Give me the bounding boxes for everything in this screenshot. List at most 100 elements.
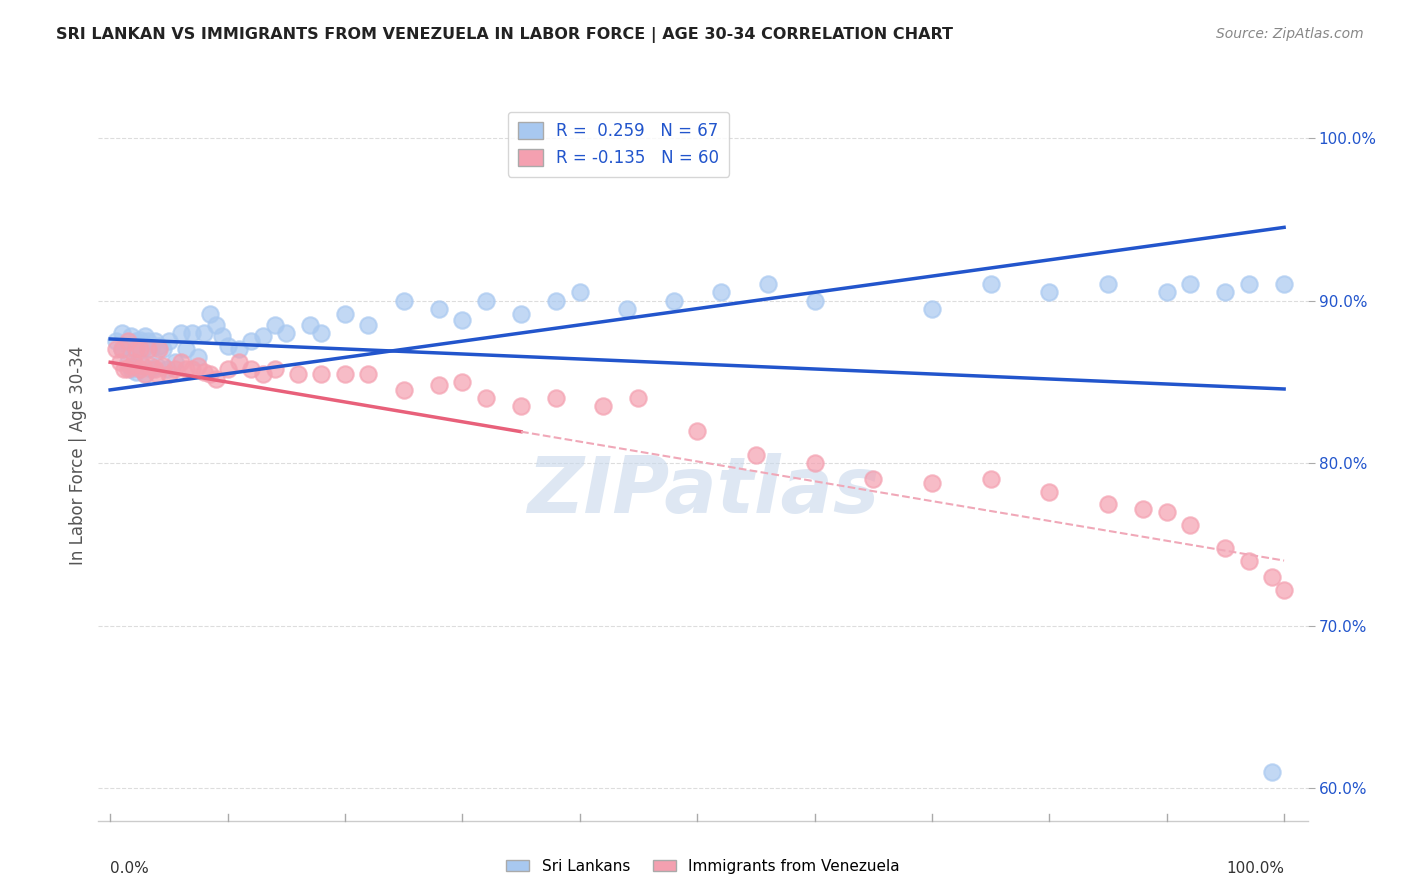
Point <box>117 361 139 376</box>
Point <box>510 399 533 413</box>
Point <box>980 277 1002 292</box>
Point <box>546 293 568 308</box>
Point <box>108 355 131 369</box>
Point <box>311 367 333 381</box>
Text: 100.0%: 100.0% <box>1226 862 1284 876</box>
Point <box>240 361 263 376</box>
Point <box>686 424 709 438</box>
Point <box>141 361 163 376</box>
Point <box>169 326 191 340</box>
Point <box>128 343 150 357</box>
Point <box>125 343 148 357</box>
Text: Source: ZipAtlas.com: Source: ZipAtlas.com <box>1216 27 1364 41</box>
Point <box>862 472 884 486</box>
Point <box>198 306 221 320</box>
Point <box>176 361 198 376</box>
Point <box>122 355 145 369</box>
Point <box>627 391 650 405</box>
Point <box>252 329 274 343</box>
Point <box>357 367 380 381</box>
Point <box>252 367 274 381</box>
Point <box>125 334 148 348</box>
Point <box>427 378 450 392</box>
Point <box>117 334 139 348</box>
Point <box>1261 570 1284 584</box>
Point <box>141 359 163 373</box>
Point <box>146 367 169 381</box>
Point <box>111 343 134 357</box>
Point <box>120 361 142 376</box>
Point <box>803 456 825 470</box>
Point <box>112 361 135 376</box>
Point <box>105 343 128 357</box>
Point <box>217 339 239 353</box>
Point <box>122 343 145 357</box>
Point <box>111 343 134 357</box>
Point <box>568 285 591 300</box>
Point <box>155 361 177 376</box>
Point <box>132 343 155 357</box>
Point <box>263 318 285 332</box>
Point <box>298 318 321 332</box>
Point <box>134 367 156 381</box>
Point <box>451 313 474 327</box>
Point <box>132 359 155 373</box>
Point <box>1132 501 1154 516</box>
Point <box>204 318 226 332</box>
Point <box>181 326 204 340</box>
Point <box>128 355 150 369</box>
Point <box>1156 505 1178 519</box>
Point <box>117 339 139 353</box>
Point <box>134 329 156 343</box>
Point <box>803 293 825 308</box>
Point <box>193 365 215 379</box>
Point <box>1215 541 1237 555</box>
Point <box>710 285 733 300</box>
Point <box>756 277 779 292</box>
Point <box>1156 285 1178 300</box>
Point <box>157 334 180 348</box>
Point <box>311 326 333 340</box>
Point <box>120 359 142 373</box>
Point <box>148 343 170 357</box>
Y-axis label: In Labor Force | Age 30-34: In Labor Force | Age 30-34 <box>69 345 87 565</box>
Point <box>146 359 169 373</box>
Point <box>333 367 356 381</box>
Point <box>157 367 180 381</box>
Point <box>1237 277 1260 292</box>
Point <box>117 355 139 369</box>
Point <box>228 343 250 357</box>
Point <box>1261 764 1284 779</box>
Point <box>204 371 226 385</box>
Point <box>228 355 250 369</box>
Legend: Sri Lankans, Immigrants from Venezuela: Sri Lankans, Immigrants from Venezuela <box>501 853 905 880</box>
Point <box>263 361 285 376</box>
Point <box>163 355 186 369</box>
Point <box>143 361 166 376</box>
Point <box>181 361 204 376</box>
Text: SRI LANKAN VS IMMIGRANTS FROM VENEZUELA IN LABOR FORCE | AGE 30-34 CORRELATION C: SRI LANKAN VS IMMIGRANTS FROM VENEZUELA … <box>56 27 953 43</box>
Point <box>136 334 159 348</box>
Legend: R =  0.259   N = 67, R = -0.135   N = 60: R = 0.259 N = 67, R = -0.135 N = 60 <box>508 112 730 177</box>
Point <box>169 355 191 369</box>
Point <box>1215 285 1237 300</box>
Point <box>1097 277 1119 292</box>
Text: ZIPatlas: ZIPatlas <box>527 453 879 530</box>
Text: 0.0%: 0.0% <box>110 862 149 876</box>
Point <box>193 326 215 340</box>
Point <box>1237 553 1260 567</box>
Point <box>240 334 263 348</box>
Point <box>921 301 943 316</box>
Point <box>1038 485 1060 500</box>
Point <box>143 334 166 348</box>
Point <box>745 448 768 462</box>
Point <box>111 326 134 340</box>
Point <box>392 293 415 308</box>
Point <box>176 343 198 357</box>
Point <box>217 361 239 376</box>
Point <box>128 361 150 376</box>
Point <box>921 475 943 490</box>
Point <box>122 359 145 373</box>
Point <box>392 383 415 397</box>
Point <box>152 359 174 373</box>
